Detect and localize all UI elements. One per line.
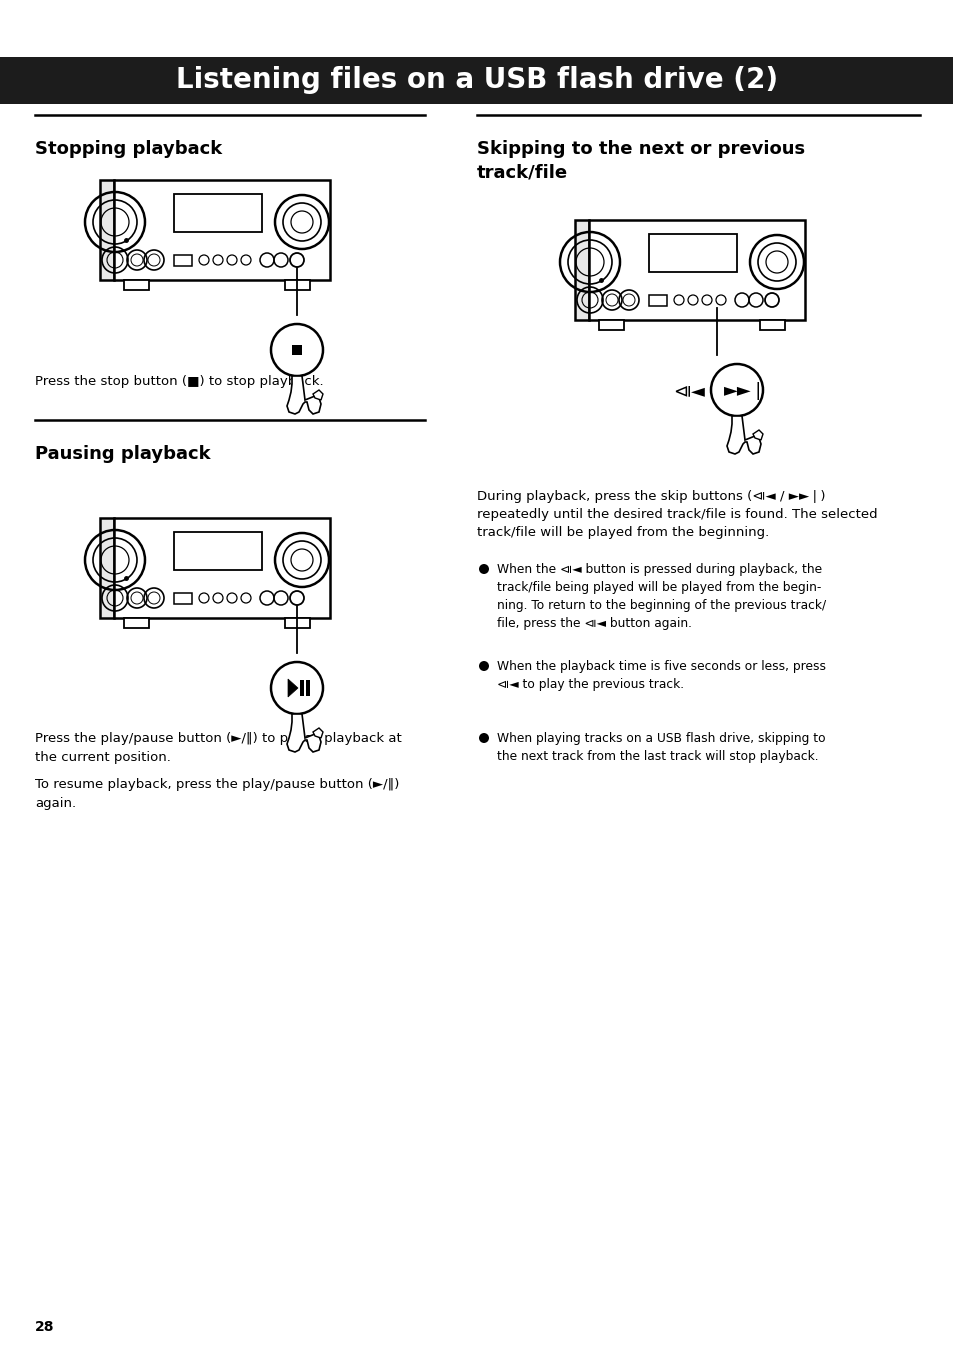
FancyBboxPatch shape xyxy=(575,220,588,319)
FancyBboxPatch shape xyxy=(173,593,192,604)
Polygon shape xyxy=(287,376,320,414)
Text: Press the stop button (■) to stop playback.: Press the stop button (■) to stop playba… xyxy=(35,375,323,388)
FancyBboxPatch shape xyxy=(124,280,149,290)
FancyBboxPatch shape xyxy=(113,181,330,280)
Text: To resume playback, press the play/pause button (►/‖)
again.: To resume playback, press the play/pause… xyxy=(35,778,399,810)
FancyBboxPatch shape xyxy=(173,255,192,266)
FancyBboxPatch shape xyxy=(124,617,149,628)
FancyBboxPatch shape xyxy=(648,235,737,272)
Text: During playback, press the skip buttons (⧏◄ / ►►❘)
repeatedly until the desired : During playback, press the skip buttons … xyxy=(476,491,877,539)
Text: ►►❘: ►►❘ xyxy=(722,381,765,400)
Polygon shape xyxy=(313,390,323,400)
FancyBboxPatch shape xyxy=(0,57,953,104)
Text: ⧏◄: ⧏◄ xyxy=(673,381,704,400)
FancyBboxPatch shape xyxy=(113,518,330,617)
FancyBboxPatch shape xyxy=(588,220,804,319)
FancyBboxPatch shape xyxy=(760,319,784,330)
FancyBboxPatch shape xyxy=(173,194,262,232)
Text: 28: 28 xyxy=(35,1320,54,1335)
FancyBboxPatch shape xyxy=(100,181,113,280)
Text: When the playback time is five seconds or less, press
⧏◄ to play the previous tr: When the playback time is five seconds o… xyxy=(497,661,825,692)
Polygon shape xyxy=(288,679,297,697)
FancyBboxPatch shape xyxy=(285,280,310,290)
Text: When the ⧏◄ button is pressed during playback, the
track/file being played will : When the ⧏◄ button is pressed during pla… xyxy=(497,563,825,630)
Polygon shape xyxy=(313,728,323,737)
FancyBboxPatch shape xyxy=(648,295,666,306)
FancyBboxPatch shape xyxy=(285,617,310,628)
Text: Pausing playback: Pausing playback xyxy=(35,445,211,462)
FancyBboxPatch shape xyxy=(598,319,623,330)
Polygon shape xyxy=(752,430,762,439)
Text: Press the play/pause button (►/‖) to pause playback at
the current position.: Press the play/pause button (►/‖) to pau… xyxy=(35,732,401,763)
FancyBboxPatch shape xyxy=(306,679,310,696)
Text: Skipping to the next or previous
track/file: Skipping to the next or previous track/f… xyxy=(476,140,804,182)
FancyBboxPatch shape xyxy=(100,518,113,617)
FancyBboxPatch shape xyxy=(173,532,262,570)
Circle shape xyxy=(478,733,489,743)
Polygon shape xyxy=(287,714,320,752)
Text: When playing tracks on a USB flash drive, skipping to
the next track from the la: When playing tracks on a USB flash drive… xyxy=(497,732,824,763)
Polygon shape xyxy=(726,417,760,454)
Circle shape xyxy=(478,661,489,671)
Circle shape xyxy=(478,563,489,574)
FancyBboxPatch shape xyxy=(299,679,304,696)
Text: Stopping playback: Stopping playback xyxy=(35,140,222,158)
Text: Listening files on a USB flash drive (2): Listening files on a USB flash drive (2) xyxy=(175,66,778,94)
FancyBboxPatch shape xyxy=(292,345,302,355)
